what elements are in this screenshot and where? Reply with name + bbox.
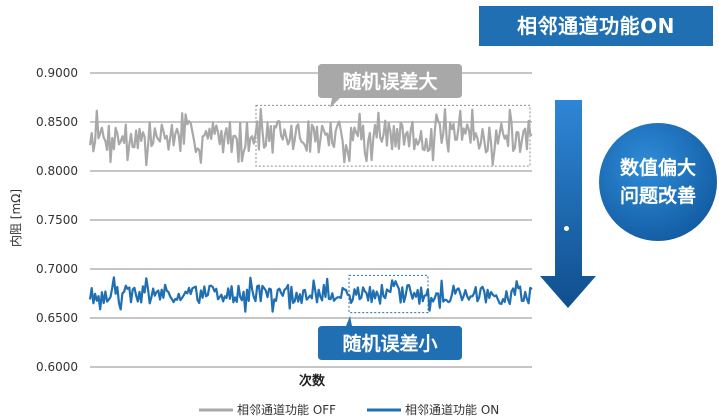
- improvement-circle: 数值偏大 问题改善: [599, 123, 717, 241]
- data-series: [88, 107, 533, 313]
- y-tick-label: 0.8000: [36, 164, 78, 178]
- annotation-large-error-text: 随机误差大: [342, 70, 437, 93]
- legend-label-off: 相邻通道功能 OFF: [237, 403, 336, 417]
- y-tick-label: 0.6000: [36, 360, 78, 374]
- legend-label-on: 相邻通道功能 ON: [405, 403, 499, 417]
- y-tick-label: 0.7500: [36, 213, 78, 227]
- highlight-box-off: [255, 104, 531, 167]
- x-axis-label: 次数: [299, 373, 326, 389]
- series-line-off: [88, 107, 533, 167]
- arrow-dot: [564, 226, 569, 231]
- annotation-large-error: 随机误差大: [318, 64, 462, 108]
- y-tick-label: 0.7000: [36, 262, 78, 276]
- y-axis-label: 内阻 [mΩ]: [9, 189, 23, 247]
- annotation-small-error-text: 随机误差小: [342, 332, 437, 355]
- y-tick-label: 0.9000: [36, 66, 78, 80]
- improvement-line-2: 问题改善: [619, 185, 696, 207]
- improvement-line-1: 数值偏大: [619, 157, 696, 179]
- legend: 相邻通道功能 OFF 相邻通道功能 ON: [199, 403, 499, 417]
- y-tick-label: 0.6500: [36, 311, 78, 325]
- y-tick-labels: 0.9000 0.8500 0.8000 0.7500 0.7000 0.6500 0.60…: [36, 66, 78, 374]
- series-line-on: [88, 276, 533, 313]
- y-tick-label: 0.8500: [36, 115, 78, 129]
- annotation-small-error: 随机误差小: [318, 316, 462, 360]
- grid-lines: [90, 72, 532, 368]
- decrease-arrow: [540, 100, 596, 308]
- adjacent-channel-on-badge: 相邻通道功能ON: [479, 6, 713, 46]
